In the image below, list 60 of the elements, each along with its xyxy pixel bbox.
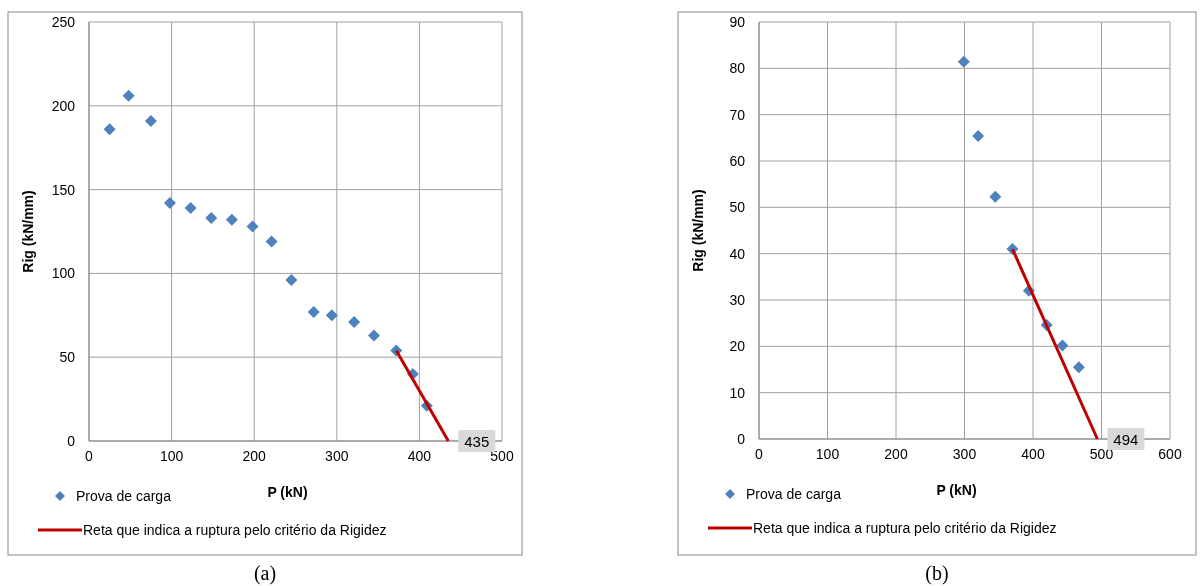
x-axis-title: P (kN) xyxy=(936,482,977,498)
point xyxy=(103,123,116,136)
text: (b) xyxy=(925,562,949,585)
y-tick-label: 100 xyxy=(51,265,76,282)
point xyxy=(307,305,320,318)
point xyxy=(1072,361,1085,374)
x-tick-label: 300 xyxy=(952,446,977,462)
y-tick-label: 10 xyxy=(729,384,746,401)
y-tick-label: 0 xyxy=(67,433,76,449)
y-tick-label: 30 xyxy=(729,292,746,308)
x-tick-label: 200 xyxy=(242,448,267,464)
point xyxy=(163,197,176,210)
point xyxy=(348,316,361,328)
point xyxy=(246,220,259,233)
x-tick-label: 200 xyxy=(884,446,908,462)
point xyxy=(325,309,338,322)
x-tick-label: 100 xyxy=(159,448,184,464)
x-tick-label: 400 xyxy=(1021,446,1045,462)
point xyxy=(989,190,1002,203)
y-tick-label: 150 xyxy=(51,181,76,198)
y-axis-title: Rig (kN/mm) xyxy=(20,190,36,273)
point xyxy=(972,129,985,142)
point xyxy=(144,114,157,127)
point xyxy=(957,55,970,68)
x-tick-label: 0 xyxy=(85,448,94,464)
x-axis-title: P (kN) xyxy=(267,484,308,500)
legend-label: Reta que indica a ruptura pelo critério da Rigidez xyxy=(753,520,1057,536)
x-tick-label: 300 xyxy=(325,448,349,464)
y-tick-label: 250 xyxy=(51,14,76,30)
point xyxy=(1056,339,1069,352)
y-tick-label: 50 xyxy=(729,199,746,216)
point xyxy=(367,329,380,342)
legend-label: Prova de carga xyxy=(746,486,842,502)
y-tick-label: 60 xyxy=(729,153,746,169)
legend-label: Reta que indica a ruptura pelo critério da Rigidez xyxy=(83,522,387,538)
point xyxy=(184,202,197,215)
y-tick-label: 70 xyxy=(729,106,746,123)
point xyxy=(205,212,218,225)
x-tick-label: 500 xyxy=(490,448,514,464)
point xyxy=(122,89,135,102)
legend-label: Prova de carga xyxy=(76,488,172,504)
y-axis-title: Rig (kN/mm) xyxy=(690,189,706,272)
point xyxy=(225,213,238,226)
x-tick-label: 0 xyxy=(755,446,764,462)
x-tick-label: 500 xyxy=(1089,446,1114,462)
annotation: 435 xyxy=(464,433,490,450)
y-tick-label: 20 xyxy=(729,338,746,355)
y-tick-label: 40 xyxy=(729,245,746,262)
point xyxy=(265,235,278,248)
x-tick-label: 600 xyxy=(1158,446,1182,462)
x-tick-label: 100 xyxy=(815,446,840,462)
annotation: 494 xyxy=(1113,431,1139,448)
y-tick-label: 200 xyxy=(51,97,76,114)
point xyxy=(285,274,298,287)
y-tick-label: 90 xyxy=(729,14,746,30)
y-tick-label: 50 xyxy=(59,349,76,366)
y-tick-label: 80 xyxy=(729,60,746,77)
x-tick-label: 400 xyxy=(407,448,432,464)
text: (a) xyxy=(253,562,277,585)
y-tick-label: 0 xyxy=(737,431,746,447)
